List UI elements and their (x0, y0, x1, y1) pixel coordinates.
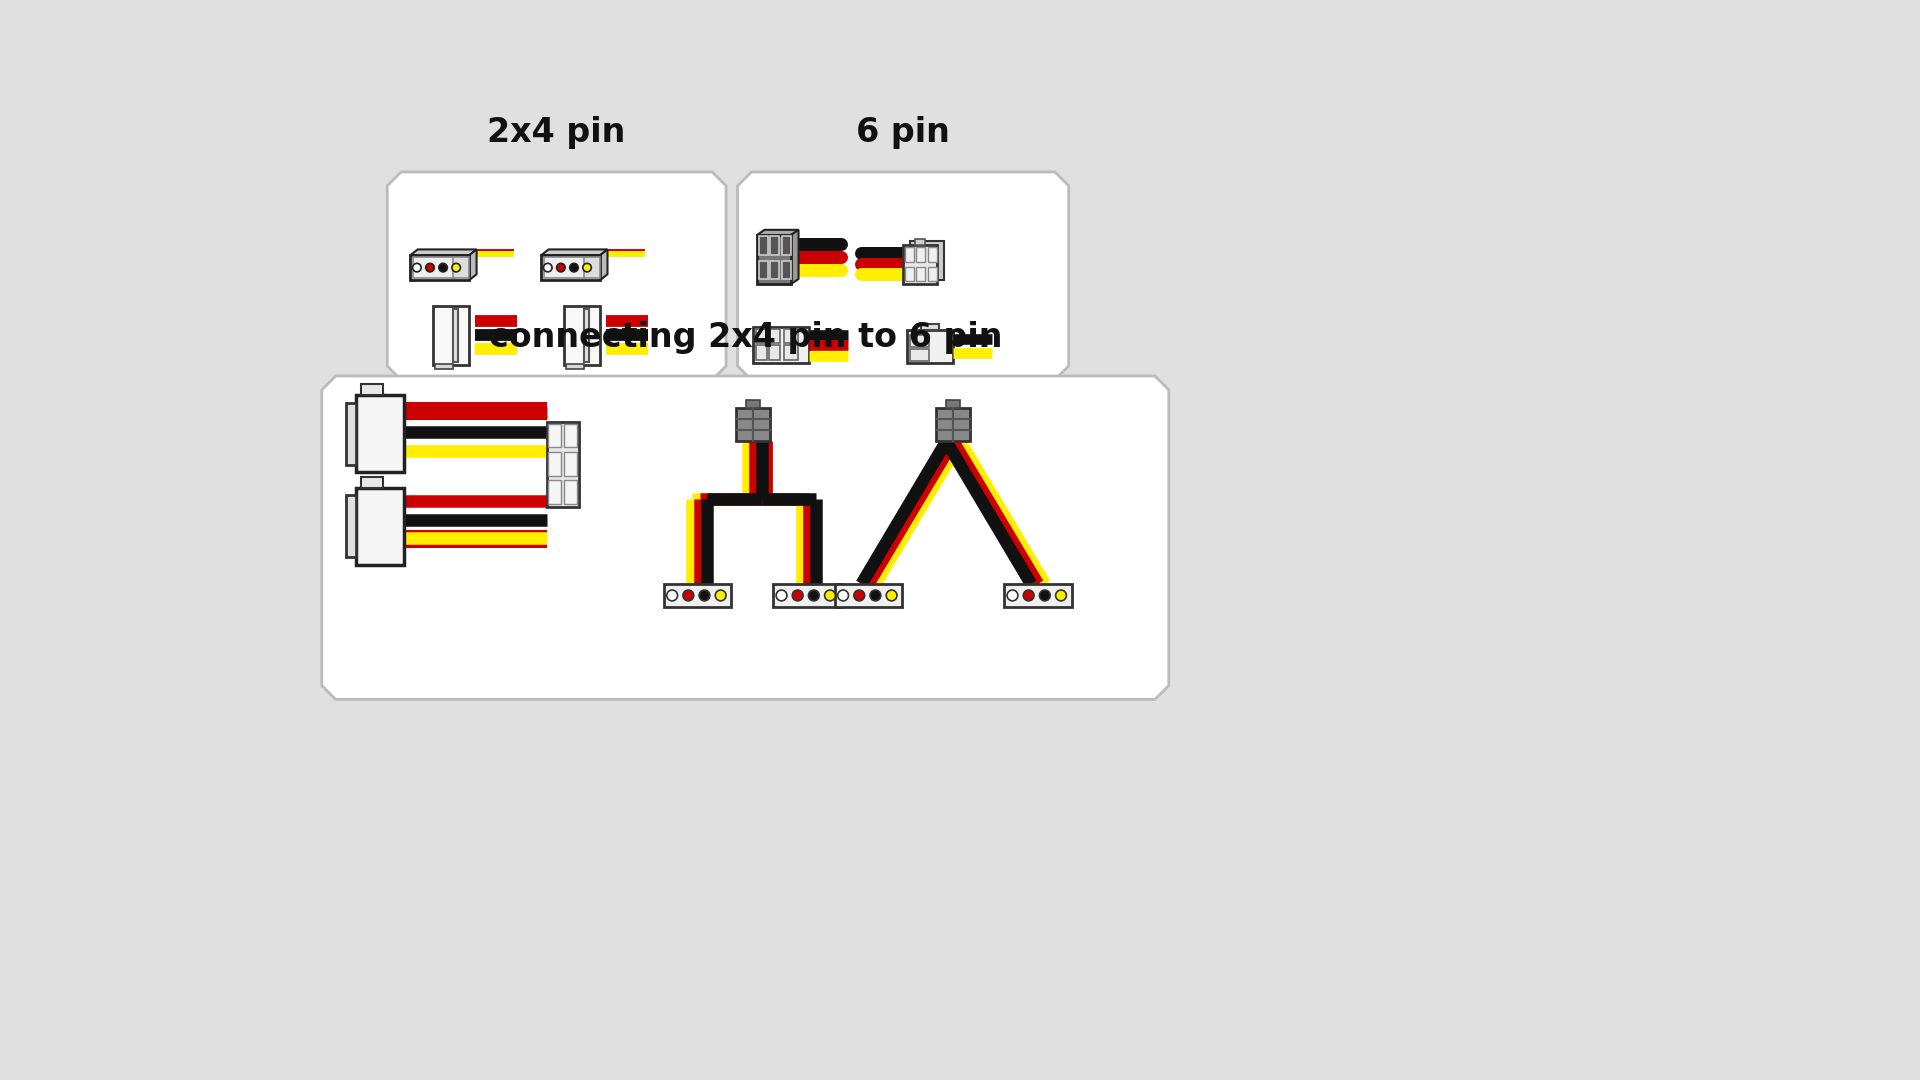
Circle shape (426, 264, 434, 272)
Bar (758, 237, 768, 255)
Circle shape (808, 590, 820, 600)
Polygon shape (411, 249, 476, 255)
Bar (584, 309, 589, 363)
Bar (774, 584, 841, 607)
Bar (357, 395, 405, 472)
Bar (584, 257, 601, 278)
Bar (361, 384, 382, 395)
Bar (756, 235, 791, 284)
Polygon shape (601, 249, 607, 280)
Bar (753, 327, 808, 363)
Circle shape (543, 264, 553, 272)
Bar (906, 330, 952, 363)
Bar (453, 309, 459, 363)
Circle shape (451, 264, 461, 272)
Bar (664, 584, 732, 607)
Polygon shape (791, 230, 799, 284)
Bar (922, 324, 939, 330)
Circle shape (793, 590, 803, 600)
Text: 2x4 pin: 2x4 pin (488, 116, 626, 149)
Bar (434, 307, 470, 365)
Circle shape (824, 590, 835, 600)
Bar (543, 257, 586, 278)
Bar (1004, 584, 1071, 607)
Circle shape (837, 590, 849, 600)
Circle shape (1056, 590, 1066, 600)
Circle shape (854, 590, 864, 600)
Bar (783, 346, 799, 360)
Bar (910, 349, 929, 361)
Bar (564, 307, 601, 365)
Bar (566, 364, 584, 369)
Circle shape (666, 590, 678, 600)
Bar (564, 451, 578, 475)
Bar (346, 496, 357, 557)
Bar (770, 328, 780, 343)
Text: 6 pin: 6 pin (856, 116, 950, 149)
Circle shape (1008, 590, 1018, 600)
Polygon shape (541, 249, 607, 255)
Bar (904, 267, 914, 282)
Polygon shape (323, 376, 1169, 700)
Bar (758, 261, 768, 280)
Bar (361, 477, 382, 488)
Bar (904, 247, 914, 261)
Bar (549, 481, 561, 503)
Polygon shape (468, 249, 476, 280)
Polygon shape (737, 172, 1069, 380)
Polygon shape (910, 241, 943, 280)
Bar (947, 400, 960, 407)
Bar (564, 423, 578, 447)
Bar (770, 346, 780, 360)
Bar (549, 451, 561, 475)
Circle shape (440, 264, 447, 272)
Bar (770, 261, 780, 280)
Bar (781, 261, 791, 280)
Bar (541, 255, 601, 280)
Bar (547, 422, 580, 507)
Circle shape (716, 590, 726, 600)
Bar (564, 481, 578, 503)
Bar (756, 346, 768, 360)
Bar (902, 245, 937, 284)
Bar (916, 239, 925, 245)
Bar (916, 247, 925, 261)
Bar (346, 403, 357, 464)
Bar (937, 407, 970, 442)
Bar (835, 584, 902, 607)
Circle shape (870, 590, 881, 600)
Circle shape (684, 590, 693, 600)
Circle shape (570, 264, 578, 272)
Bar (436, 364, 453, 369)
Bar (747, 400, 760, 407)
Bar (927, 247, 937, 261)
Bar (549, 423, 561, 447)
Bar (916, 267, 925, 282)
Bar (783, 328, 799, 343)
Bar (756, 328, 768, 343)
Bar (735, 407, 770, 442)
Bar (927, 267, 937, 282)
Text: connecting 2x4 pin to 6 pin: connecting 2x4 pin to 6 pin (488, 322, 1002, 354)
Circle shape (557, 264, 564, 272)
Bar (453, 257, 468, 278)
Bar (781, 237, 791, 255)
Polygon shape (388, 172, 726, 380)
Circle shape (887, 590, 897, 600)
Polygon shape (756, 230, 799, 235)
Circle shape (699, 590, 710, 600)
Circle shape (1039, 590, 1050, 600)
Bar (413, 257, 455, 278)
Circle shape (1023, 590, 1035, 600)
Bar (357, 488, 405, 565)
Bar (770, 237, 780, 255)
Bar (910, 335, 929, 347)
Bar (411, 255, 468, 280)
Circle shape (584, 264, 591, 272)
Circle shape (413, 264, 420, 272)
Circle shape (776, 590, 787, 600)
